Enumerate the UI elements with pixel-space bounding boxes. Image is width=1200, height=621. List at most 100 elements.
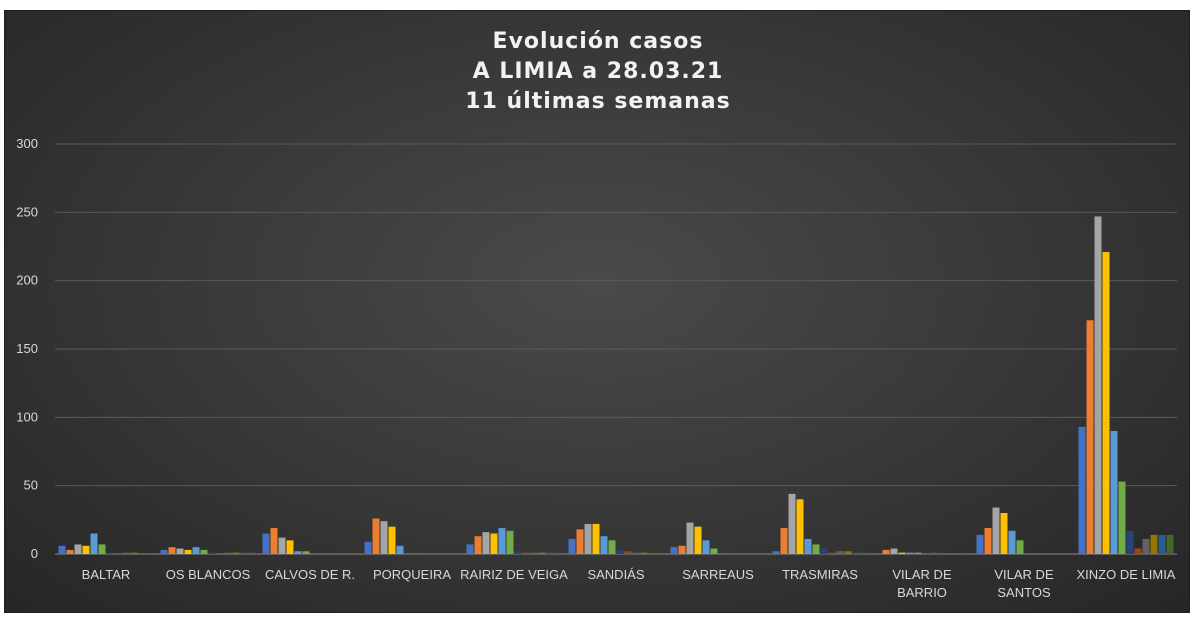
bar <box>860 552 868 554</box>
bar <box>1000 513 1008 554</box>
y-tick-label: 0 <box>31 546 38 561</box>
bar <box>1008 530 1016 554</box>
bar <box>200 549 208 554</box>
bar <box>852 552 860 554</box>
y-tick-label: 200 <box>16 273 38 288</box>
bar <box>882 549 890 554</box>
bar <box>538 552 546 554</box>
chart-title-line-1: Evolución casos <box>492 29 704 54</box>
bar <box>1158 534 1166 554</box>
bar <box>58 545 66 554</box>
bar <box>632 552 640 554</box>
bar <box>248 552 256 554</box>
x-tick-label: CALVOS DE R. <box>265 567 355 582</box>
bar <box>208 552 216 554</box>
bar <box>890 548 898 554</box>
bar <box>1016 540 1024 554</box>
y-tick-label: 100 <box>16 409 38 424</box>
bar <box>788 493 796 554</box>
x-tick-label: RAIRIZ DE VEIGA <box>460 567 568 582</box>
bar <box>1134 548 1142 554</box>
y-tick-label: 150 <box>16 341 38 356</box>
bar <box>812 544 820 554</box>
bar <box>466 544 474 554</box>
bar <box>930 552 938 554</box>
plot-svg: 0 50 100 150 200 250 300 BALTAR OS BLANCOS CALVOS… <box>16 136 1177 600</box>
bar <box>1086 320 1094 554</box>
bar <box>240 552 248 554</box>
bar <box>624 551 632 554</box>
bar <box>1166 534 1174 554</box>
bar <box>192 547 200 554</box>
bar <box>66 549 74 554</box>
x-tick-label: VILAR DE <box>994 567 1054 582</box>
bar <box>772 551 780 554</box>
bar <box>984 528 992 554</box>
bar <box>522 552 530 554</box>
bar <box>498 528 506 554</box>
x-tick-label: TRASMIRAS <box>782 567 858 582</box>
bar <box>1118 481 1126 554</box>
x-tick-label: VILAR DE <box>892 567 952 582</box>
x-tick-label: SANDIÁS <box>587 567 644 582</box>
bar <box>694 526 702 554</box>
bar <box>976 534 984 554</box>
bar <box>302 551 310 554</box>
bar <box>992 507 1000 554</box>
bar <box>1094 216 1102 554</box>
bar <box>380 521 388 554</box>
bar <box>804 538 812 554</box>
bar <box>1102 251 1110 554</box>
bar <box>608 540 616 554</box>
x-tick-label: OS BLANCOS <box>166 567 251 582</box>
bar <box>122 552 130 554</box>
bar <box>262 533 270 554</box>
y-tick-label: 50 <box>24 478 38 493</box>
bar <box>820 548 828 554</box>
bar <box>914 552 922 554</box>
bar <box>898 552 906 554</box>
y-tick-label: 300 <box>16 136 38 151</box>
bar <box>270 528 278 554</box>
bar <box>600 536 608 554</box>
bar <box>678 545 686 554</box>
bar <box>576 529 584 554</box>
bar <box>796 499 804 554</box>
bar <box>82 545 90 554</box>
bar <box>686 522 694 554</box>
bar <box>844 551 852 554</box>
bar <box>232 552 240 554</box>
bar <box>176 548 184 554</box>
y-tick-label: 250 <box>16 204 38 219</box>
bar <box>396 545 404 554</box>
bar <box>616 549 624 554</box>
bar <box>364 541 372 554</box>
bar <box>640 552 648 554</box>
bar <box>584 523 592 554</box>
bar <box>1150 534 1158 554</box>
bar <box>554 552 562 554</box>
bar <box>530 552 538 554</box>
bar <box>372 518 380 554</box>
bar <box>286 540 294 554</box>
bar <box>702 540 710 554</box>
bar <box>1110 431 1118 554</box>
bar <box>506 530 514 554</box>
chart-title: Evolución casos A LIMIA a 28.03.21 11 úl… <box>5 27 1191 117</box>
x-tick-label: XINZO DE LIMIA <box>1077 567 1176 582</box>
bar <box>90 533 98 554</box>
bar <box>184 549 192 554</box>
bar <box>482 532 490 554</box>
bar <box>568 538 576 554</box>
x-tick-label: BALTAR <box>82 567 131 582</box>
bar <box>780 528 788 554</box>
bar <box>1078 426 1086 554</box>
bar <box>670 547 678 554</box>
bar <box>546 552 554 554</box>
bar <box>106 552 114 554</box>
bar <box>1142 538 1150 554</box>
bar <box>278 537 286 554</box>
bar <box>906 552 914 554</box>
bar <box>388 526 396 554</box>
bar <box>514 551 522 554</box>
